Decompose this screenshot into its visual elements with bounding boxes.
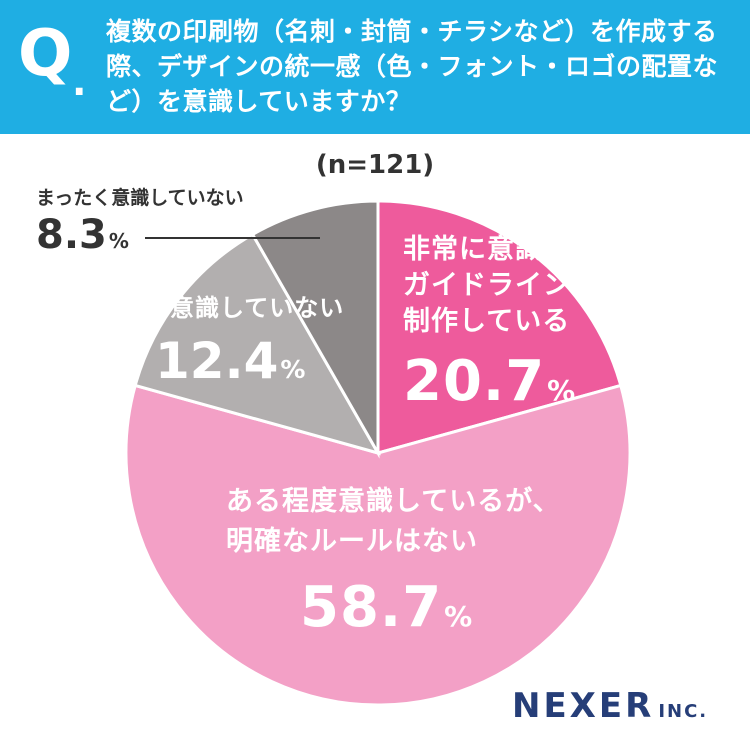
slice-4-leader-line xyxy=(145,237,320,239)
slice-2-value: 58.7% xyxy=(300,575,474,640)
slice-1-name-line-2: ガイドラインに沿って xyxy=(403,270,682,301)
slice-label-4: まったく意識していない 8.3% xyxy=(36,186,244,264)
slice-2-name-line-2: 明確なルールはない xyxy=(226,526,478,557)
slice-3-name: あまり意識していない xyxy=(95,294,345,322)
slice-4-name: まったく意識していない xyxy=(36,187,244,209)
question-text: 複数の印刷物（名刺・封筒・チラシなど）を作成する際、デザインの統一感（色・フォン… xyxy=(106,17,719,116)
sample-size: (n=121) xyxy=(315,150,435,180)
slice-4-value: 8.3% xyxy=(36,212,129,258)
slice-1-name-line-1: 非常に意識しており、 xyxy=(403,234,681,265)
slice-label-3: あまり意識していない 12.4% xyxy=(95,293,344,398)
slice-label-2: ある程度意識しているが、 明確なルールはない 58.7% xyxy=(226,484,561,647)
slice-3-value: 12.4% xyxy=(155,332,306,390)
slice-1-value: 20.7% xyxy=(403,349,577,414)
pie-slice-3 xyxy=(133,232,382,456)
question-header: Q . 複数の印刷物（名刺・封筒・チラシなど）を作成する際、デザインの統一感（色… xyxy=(0,0,750,134)
q-dot: . xyxy=(72,60,87,104)
pie-slices xyxy=(124,199,632,707)
slice-label-1: 非常に意識しており、 ガイドラインに沿って 制作している 20.7% xyxy=(403,232,682,421)
pie-slice-4 xyxy=(250,199,380,459)
nexer-logo: NEXER INC. xyxy=(512,686,709,726)
pie-slice-2 xyxy=(124,383,632,707)
slice-1-name-line-3: 制作している xyxy=(403,306,571,337)
slice-2-name-line-1: ある程度意識しているが、 xyxy=(226,486,561,517)
q-mark: Q xyxy=(18,17,73,91)
pie-slice-1 xyxy=(376,199,623,455)
